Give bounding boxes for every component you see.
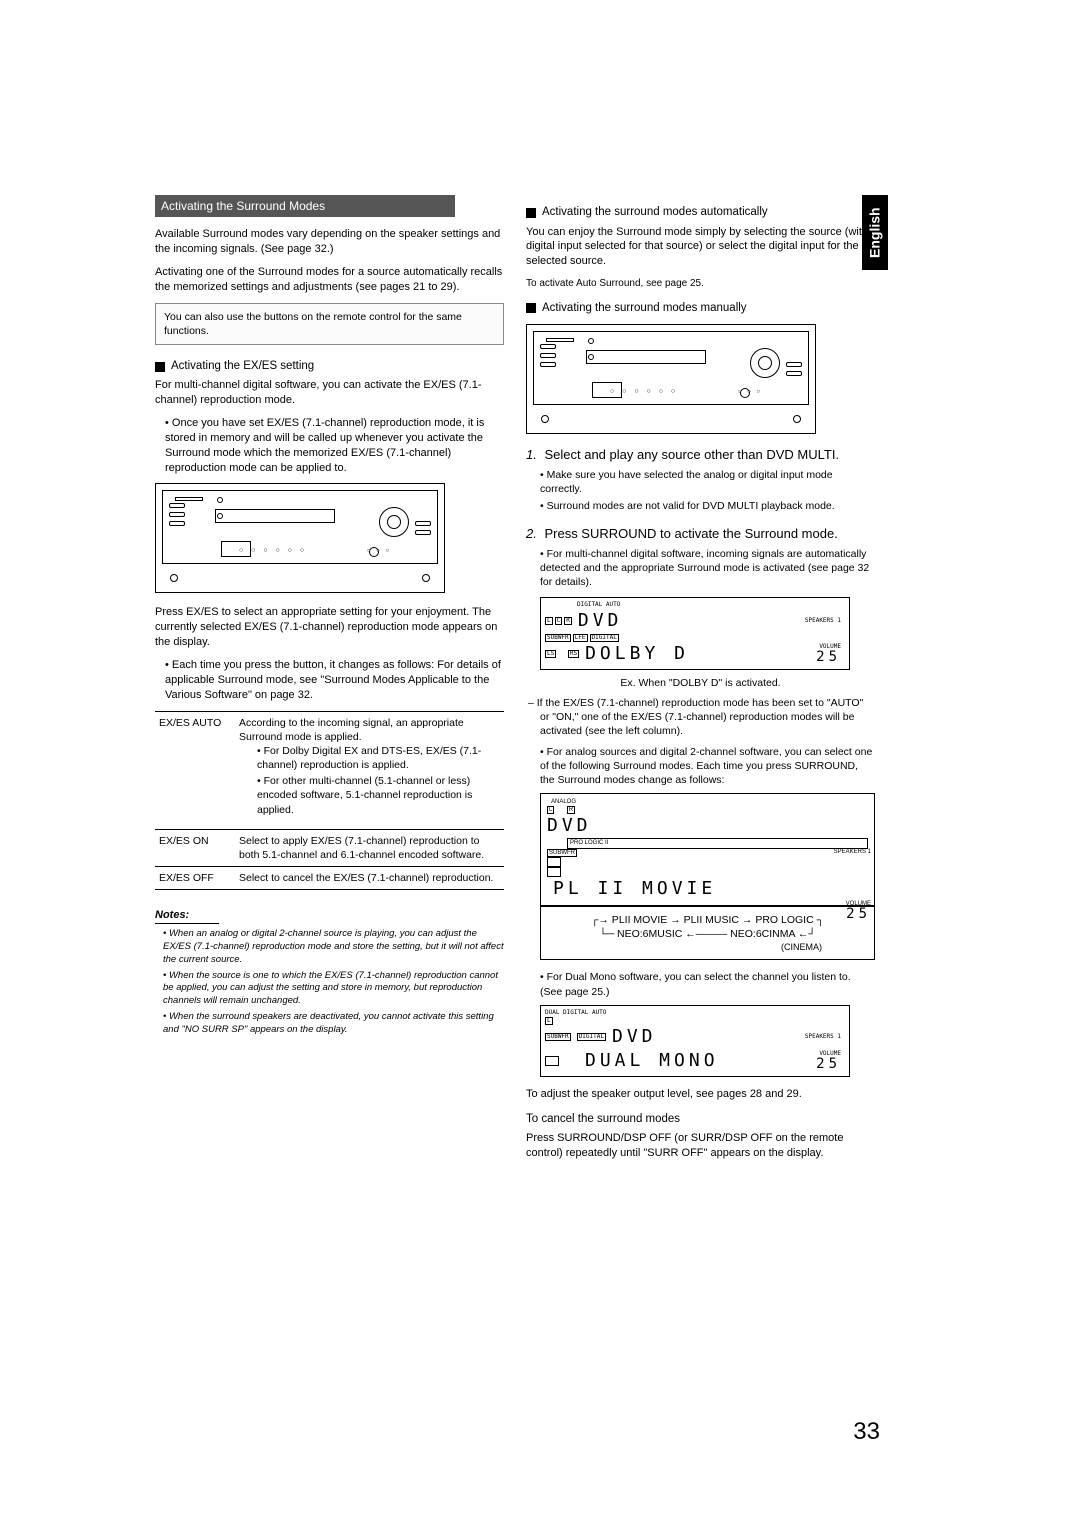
vol-num: 25: [846, 906, 871, 922]
mode-flow: ┌→ PLII MOVIE → PLII MUSIC → PRO LOGIC ┐…: [540, 906, 875, 960]
subhead-exes: Activating the EX/ES setting: [155, 359, 504, 375]
step-text: Select and play any source other than DV…: [544, 447, 839, 462]
remote-note-box: You can also use the buttons on the remo…: [155, 303, 504, 345]
note-item: When an analog or digital 2-channel sour…: [163, 928, 504, 966]
subhead-text: Activating the EX/ES setting: [171, 359, 314, 375]
display-plii: ANALOG LCR DVD PRO LOGIC II SPEAKERS 1 S…: [540, 793, 875, 906]
step-number: 1.: [526, 447, 537, 462]
seg-text: PL II MOVIE: [553, 877, 868, 901]
note-item: When the surround speakers are deactivat…: [163, 1011, 504, 1037]
table-text: According to the incoming signal, an app…: [239, 717, 464, 743]
disp-tag: DIGITAL AUTO: [577, 601, 845, 609]
para: To activate Auto Surround, see page 25.: [526, 277, 875, 291]
spk-label: SPEAKERS 1: [834, 849, 871, 855]
table-cell: Select to cancel the EX/ES (7.1-channel)…: [235, 867, 504, 890]
vol-num: 25: [816, 1056, 841, 1072]
seg-text: DVD: [578, 609, 623, 633]
step-number: 2.: [526, 526, 537, 541]
badge: PRO LOGIC II: [567, 838, 868, 848]
para: Press EX/ES to select an appropriate set…: [155, 605, 504, 650]
section-title: Activating the Surround Modes: [155, 195, 455, 217]
table-cell: EX/ES OFF: [155, 867, 235, 890]
vol-num: 25: [816, 649, 841, 665]
page-content: Activating the Surround Modes Available …: [155, 195, 875, 1168]
subhead-manual: Activating the surround modes manually: [526, 301, 875, 317]
note-item: When the source is one to which the EX/E…: [163, 970, 504, 1008]
bullet-item: For Dolby Digital EX and DTS-ES, EX/ES (…: [257, 744, 500, 772]
bullet-item: For multi-channel digital software, inco…: [540, 547, 875, 590]
seg-text: DUAL MONO: [585, 1049, 719, 1073]
table-cell: EX/ES AUTO: [155, 711, 235, 829]
display-dolby: DIGITAL AUTO LCR DVD SPEAKERS 1 SUBWFRLF…: [540, 597, 850, 670]
modes-table: EX/ES AUTO According to the incoming sig…: [155, 711, 504, 891]
step-text: Press SURROUND to activate the Surround …: [544, 526, 837, 541]
bullet-item: For other multi-channel (5.1-channel or …: [257, 774, 500, 817]
disp-tag: DUAL DIGITAL AUTO: [545, 1009, 845, 1017]
receiver-figure: ○ ○ ○ ○ ○ ○ ○ ○ ○: [526, 324, 816, 434]
bullet-item: For Dual Mono software, you can select t…: [540, 970, 875, 998]
bullet-list: For analog sources and digital 2-channel…: [526, 745, 875, 788]
subhead-auto: Activating the surround modes automatica…: [526, 205, 875, 221]
seg-text: DVD: [547, 814, 868, 838]
dash-note: If the EX/ES (7.1-channel) reproduction …: [526, 696, 875, 739]
bullet-item: Surround modes are not valid for DVD MUL…: [540, 499, 875, 513]
para: Press SURROUND/DSP OFF (or SURR/DSP OFF …: [526, 1131, 875, 1161]
bullet-item: Make sure you have selected the analog o…: [540, 468, 875, 496]
para: Available Surround modes vary depending …: [155, 227, 504, 257]
bullet-item: For analog sources and digital 2-channel…: [540, 745, 875, 788]
bullet-list: Make sure you have selected the analog o…: [526, 468, 875, 514]
para: For multi-channel digital software, you …: [155, 378, 504, 408]
step-2: 2. Press SURROUND to activate the Surrou…: [526, 525, 875, 543]
spk-label: SPEAKERS 1: [805, 617, 841, 624]
cancel-heading: To cancel the surround modes: [526, 1112, 875, 1128]
table-cell: According to the incoming signal, an app…: [235, 711, 504, 829]
subhead-text: Activating the surround modes automatica…: [542, 205, 768, 221]
bullet-list: Once you have set EX/ES (7.1-channel) re…: [155, 416, 504, 475]
step-1: 1. Select and play any source other than…: [526, 446, 875, 464]
para: To adjust the speaker output level, see …: [526, 1087, 875, 1102]
spk-label: SPEAKERS 1: [805, 1033, 841, 1040]
caption: Ex. When "DOLBY D" is activated.: [526, 676, 875, 690]
table-cell: EX/ES ON: [155, 829, 235, 866]
display-dual: DUAL DIGITAL AUTO L SUBWFRDIGITAL DVD SP…: [540, 1005, 850, 1078]
para: Activating one of the Surround modes for…: [155, 265, 504, 295]
page-number: 33: [853, 1416, 880, 1448]
receiver-figure: ○ ○ ○ ○ ○ ○ ○ ○ ○: [155, 483, 445, 593]
bullet-list: Each time you press the button, it chang…: [155, 658, 504, 703]
bullet-item: Each time you press the button, it chang…: [165, 658, 504, 703]
seg-text: DVD: [612, 1025, 657, 1049]
bullet-list: For Dual Mono software, you can select t…: [526, 970, 875, 998]
subhead-text: Activating the surround modes manually: [542, 301, 747, 317]
notes-list: When an analog or digital 2-channel sour…: [155, 928, 504, 1037]
table-cell: Select to apply EX/ES (7.1-channel) repr…: [235, 829, 504, 866]
para: You can enjoy the Surround mode simply b…: [526, 225, 875, 270]
disp-tag: ANALOG: [551, 798, 868, 806]
seg-text: DOLBY D: [585, 642, 689, 666]
notes-heading: Notes:: [155, 908, 219, 924]
left-column: Activating the Surround Modes Available …: [155, 195, 504, 1168]
bullet-list: For multi-channel digital software, inco…: [526, 547, 875, 590]
bullet-item: Once you have set EX/ES (7.1-channel) re…: [165, 416, 504, 475]
right-column: Activating the surround modes automatica…: [526, 195, 875, 1168]
